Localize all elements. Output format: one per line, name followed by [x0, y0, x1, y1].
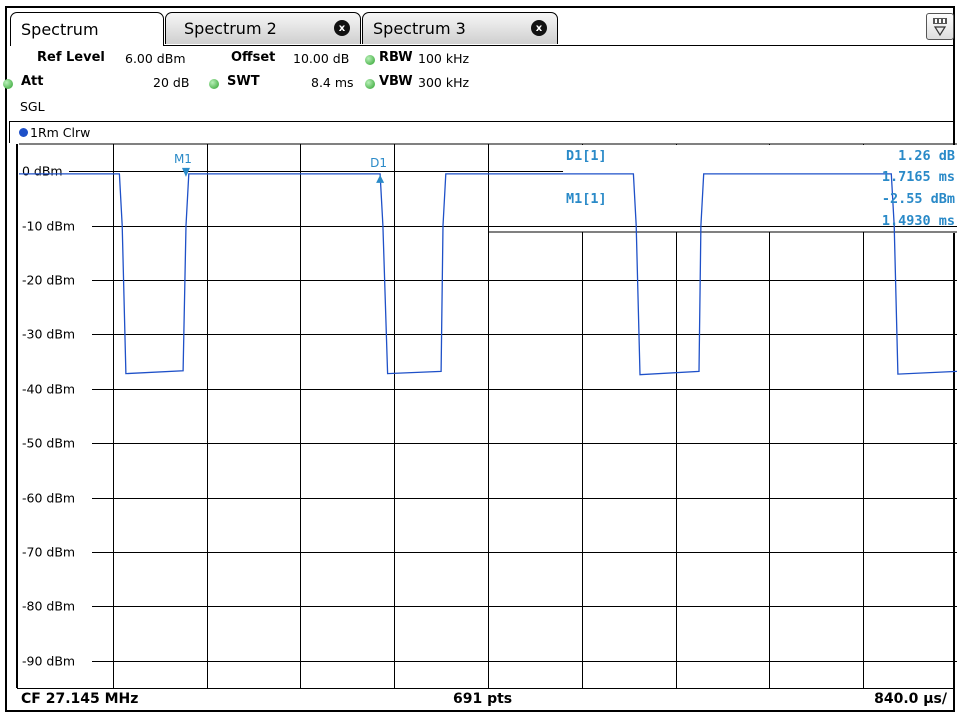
sweep-points: 691 pts [453, 691, 513, 707]
window-frame [5, 6, 955, 712]
sweep-mode: SGL [20, 99, 45, 114]
att-label: Att [21, 74, 44, 89]
trace-label-bar: 1Rm Clrw [9, 121, 953, 143]
offset-value[interactable]: 10.00 dB [293, 51, 350, 66]
marker-d1-icon [376, 174, 385, 183]
swt-value[interactable]: 8.4 ms [311, 75, 354, 90]
vbw-value[interactable]: 300 kHz [418, 75, 470, 90]
close-icon[interactable]: x [334, 20, 350, 36]
y-tick-label: -70 dBm [22, 545, 75, 560]
trace-dot-icon [19, 128, 28, 137]
tab-spectrum-2[interactable]: Spectrum 2 x [165, 12, 361, 44]
y-tick-label: 0 dBm [22, 164, 63, 179]
y-tick-label: -90 dBm [22, 654, 75, 669]
vbw-label: VBW [379, 74, 413, 89]
y-tick-label: -80 dBm [22, 599, 75, 614]
y-tick-label: -40 dBm [22, 382, 75, 397]
marker-d1-name: D1[1] [566, 148, 607, 164]
rbw-label: RBW [379, 50, 413, 65]
menu-icon [933, 18, 947, 37]
marker-d1-label: D1 [370, 156, 387, 170]
marker-m1-value1: -2.55 dBm [882, 191, 955, 207]
time-per-division: 840.0 µs/ [874, 691, 947, 707]
y-tick-label: -60 dBm [22, 491, 75, 506]
trace-label[interactable]: 1Rm Clrw [30, 125, 91, 140]
ref-level-label: Ref Level [37, 50, 105, 65]
marker-m1-label: M1 [174, 152, 192, 166]
y-tick-label: -50 dBm [22, 436, 75, 451]
rbw-value[interactable]: 100 kHz [418, 51, 470, 66]
swt-led-icon [209, 79, 219, 89]
marker-info-panel [489, 145, 956, 233]
tab-divider [163, 45, 953, 46]
y-tick-label: -30 dBm [22, 327, 75, 342]
marker-d1-value2: 1.7165 ms [882, 169, 955, 185]
y-tick-label: -20 dBm [22, 273, 75, 288]
marker-d1-value1: 1.26 dB [898, 148, 955, 164]
swt-label: SWT [227, 74, 260, 89]
close-icon[interactable]: x [531, 20, 547, 36]
tab-label: Spectrum [21, 20, 99, 39]
offset-label: Offset [231, 50, 276, 65]
ref-level-value[interactable]: 6.00 dBm [125, 51, 186, 66]
att-value[interactable]: 20 dB [153, 75, 190, 90]
center-frequency: CF 27.145 MHz [21, 691, 139, 707]
tab-label: Spectrum 3 [373, 19, 466, 38]
footer-bar: CF 27.145 MHz 691 pts 840.0 µs/ [17, 688, 955, 710]
rbw-led-icon [365, 55, 375, 65]
att-led-icon [3, 79, 13, 89]
marker-m1-icon [181, 167, 190, 177]
tab-label: Spectrum 2 [184, 19, 277, 38]
menu-button[interactable] [926, 13, 954, 40]
tab-spectrum-3[interactable]: Spectrum 3 x [362, 12, 558, 44]
marker-m1-value2: 1.4930 ms [882, 213, 955, 229]
y-tick-label: -10 dBm [22, 219, 75, 234]
trace-line [19, 173, 958, 376]
tab-spectrum[interactable]: Spectrum [10, 12, 164, 46]
marker-m1-name: M1[1] [566, 191, 607, 207]
vbw-led-icon [365, 79, 375, 89]
